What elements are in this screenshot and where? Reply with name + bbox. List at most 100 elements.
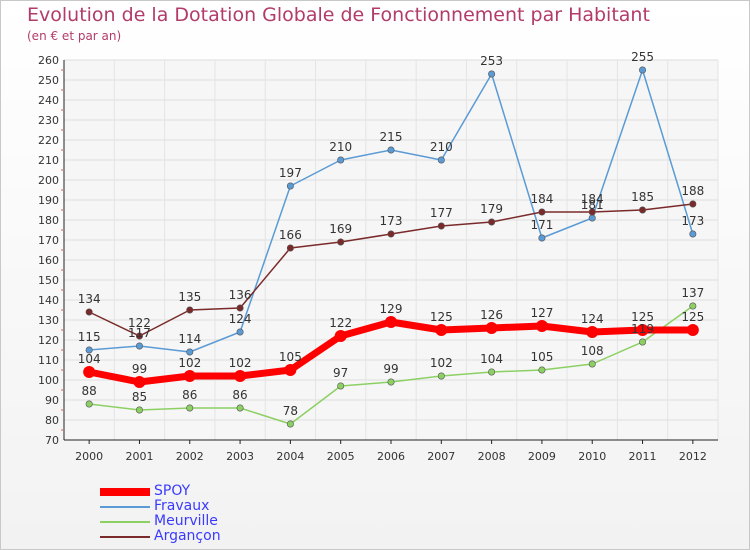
data-label-meurville: 108	[581, 344, 604, 358]
data-label-spoy: 99	[132, 362, 147, 376]
y-tick-label: 90	[45, 394, 59, 407]
legend-label: Fravaux	[154, 498, 210, 514]
x-tick-label: 2009	[528, 450, 556, 463]
data-label-argan-on: 185	[631, 190, 654, 204]
data-point-spoy	[535, 320, 548, 332]
data-label-meurville: 102	[430, 356, 453, 370]
data-point-spoy	[133, 376, 146, 388]
data-point-fravaux	[387, 146, 395, 154]
data-point-meurville	[689, 302, 697, 310]
data-point-argan-on	[286, 244, 294, 252]
data-point-meurville	[588, 360, 596, 368]
data-point-fravaux	[85, 346, 93, 354]
y-tick-label: 140	[38, 294, 59, 307]
data-point-meurville	[286, 420, 294, 428]
x-tick-label: 2008	[478, 450, 506, 463]
data-label-argan-on: 136	[229, 288, 252, 302]
data-point-argan-on	[186, 306, 194, 314]
data-label-meurville: 105	[530, 350, 553, 364]
data-point-spoy	[686, 324, 699, 336]
y-tick-label: 250	[38, 74, 59, 87]
legend-swatch	[100, 520, 150, 523]
data-label-argan-on: 188	[681, 184, 704, 198]
data-point-spoy	[284, 364, 297, 376]
data-point-meurville	[387, 378, 395, 386]
data-label-spoy: 124	[581, 312, 604, 326]
data-label-fravaux: 115	[78, 330, 101, 344]
data-point-meurville	[85, 400, 93, 408]
data-point-meurville	[488, 368, 496, 376]
data-label-fravaux: 197	[279, 166, 302, 180]
data-label-fravaux: 210	[329, 140, 352, 154]
data-label-spoy: 125	[681, 310, 704, 324]
x-tick-label: 2003	[226, 450, 254, 463]
data-point-fravaux	[689, 230, 697, 238]
data-point-argan-on	[135, 332, 143, 340]
data-point-argan-on	[689, 200, 697, 208]
data-label-argan-on: 173	[380, 214, 403, 228]
data-label-meurville: 85	[132, 390, 147, 404]
data-point-spoy	[83, 366, 96, 378]
data-point-argan-on	[538, 208, 546, 216]
legend-swatch	[100, 487, 150, 496]
y-tick-label: 110	[38, 354, 59, 367]
data-point-argan-on	[387, 230, 395, 238]
legend-label: SPOY	[154, 483, 191, 499]
data-point-fravaux	[437, 156, 445, 164]
data-label-fravaux: 210	[430, 140, 453, 154]
x-tick-label: 2006	[377, 450, 405, 463]
data-point-fravaux	[135, 342, 143, 350]
y-tick-label: 150	[38, 274, 59, 287]
data-label-spoy: 129	[380, 302, 403, 316]
data-point-argan-on	[437, 222, 445, 230]
data-label-argan-on: 166	[279, 228, 302, 242]
data-point-spoy	[586, 326, 599, 338]
data-point-spoy	[183, 370, 196, 382]
data-label-fravaux: 117	[128, 326, 151, 340]
x-tick-label: 2005	[327, 450, 355, 463]
data-point-spoy	[636, 324, 649, 336]
data-label-fravaux: 181	[581, 198, 604, 212]
y-tick-label: 170	[38, 234, 59, 247]
x-tick-label: 2007	[427, 450, 455, 463]
data-label-argan-on: 134	[78, 292, 101, 306]
data-label-fravaux: 114	[178, 332, 201, 346]
data-label-spoy: 102	[229, 356, 252, 370]
y-tick-label: 160	[38, 254, 59, 267]
y-tick-label: 260	[38, 54, 59, 67]
y-tick-label: 240	[38, 94, 59, 107]
data-point-meurville	[236, 404, 244, 412]
x-tick-label: 2004	[276, 450, 304, 463]
y-tick-label: 230	[38, 114, 59, 127]
y-tick-label: 120	[38, 334, 59, 347]
data-label-meurville: 119	[631, 322, 654, 336]
data-point-fravaux	[639, 66, 647, 74]
data-label-spoy: 102	[178, 356, 201, 370]
data-point-argan-on	[236, 304, 244, 312]
data-label-fravaux: 215	[380, 130, 403, 144]
data-label-meurville: 137	[681, 286, 704, 300]
data-label-meurville: 104	[480, 352, 503, 366]
x-tick-label: 2001	[125, 450, 153, 463]
data-point-spoy	[334, 330, 347, 342]
x-tick-label: 2011	[629, 450, 657, 463]
data-label-argan-on: 122	[128, 316, 151, 330]
data-point-argan-on	[639, 206, 647, 214]
data-point-meurville	[337, 382, 345, 390]
data-label-argan-on: 184	[581, 192, 604, 206]
data-label-meurville: 86	[182, 388, 197, 402]
data-label-argan-on: 184	[530, 192, 553, 206]
y-tick-label: 100	[38, 374, 59, 387]
y-tick-label: 210	[38, 154, 59, 167]
data-point-spoy	[385, 316, 397, 328]
data-point-fravaux	[488, 70, 496, 78]
legend-swatch	[100, 535, 150, 538]
y-tick-label: 80	[45, 414, 59, 427]
data-label-meurville: 97	[333, 366, 348, 380]
data-point-spoy	[485, 322, 498, 334]
y-tick-label: 70	[45, 434, 59, 447]
y-tick-label: 220	[38, 134, 59, 147]
data-label-fravaux: 124	[229, 312, 252, 326]
data-label-meurville: 86	[232, 388, 247, 402]
data-label-argan-on: 135	[178, 290, 201, 304]
